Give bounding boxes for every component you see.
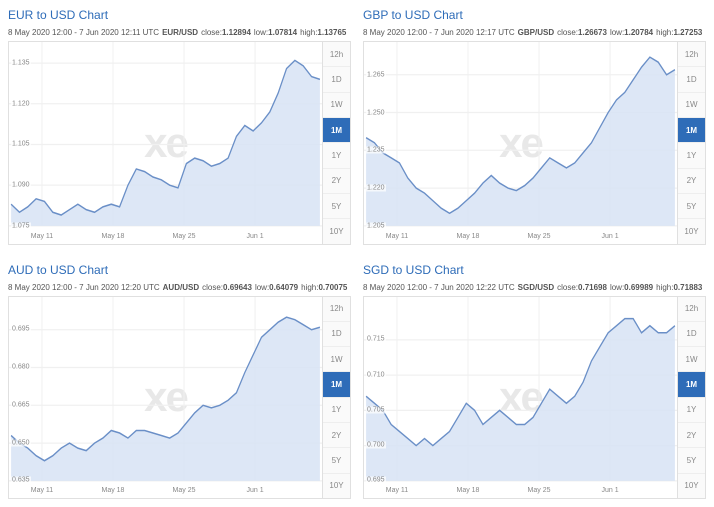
chart-meta: 8 May 2020 12:00 - 7 Jun 2020 12:17 UTCG…: [363, 28, 706, 37]
range-selector: 12h1D1W1M1Y2Y5Y10Y: [677, 42, 705, 244]
range-btn-12h[interactable]: 12h: [323, 42, 350, 67]
range-btn-12h[interactable]: 12h: [678, 42, 705, 67]
range-btn-1y[interactable]: 1Y: [678, 398, 705, 423]
plot-svg: [364, 42, 677, 244]
chart-body: xe1.2051.2201.2351.2501.265May 11May 18M…: [363, 41, 706, 245]
chart-panel-aud: AUD to USD Chart 8 May 2020 12:00 - 7 Jun…: [8, 263, 351, 500]
range-btn-2y[interactable]: 2Y: [323, 423, 350, 448]
range-btn-1w[interactable]: 1W: [678, 347, 705, 372]
close-label: close:0.71698: [557, 283, 607, 292]
low-label: low:0.64079: [255, 283, 298, 292]
plot-area[interactable]: xe0.6350.6500.6650.6800.695May 11May 18M…: [9, 297, 322, 499]
plot-svg: [364, 297, 677, 499]
chart-body: xe0.6350.6500.6650.6800.695May 11May 18M…: [8, 296, 351, 500]
high-label: high:1.27253: [656, 28, 702, 37]
chart-meta: 8 May 2020 12:00 - 7 Jun 2020 12:20 UTCA…: [8, 283, 351, 292]
range-btn-1m[interactable]: 1M: [323, 118, 350, 143]
range-selector: 12h1D1W1M1Y2Y5Y10Y: [322, 297, 350, 499]
range-btn-10y[interactable]: 10Y: [678, 219, 705, 243]
chart-title: GBP to USD Chart: [363, 8, 706, 22]
high-label: high:0.71883: [656, 283, 702, 292]
high-label: high:0.70075: [301, 283, 347, 292]
pair: AUD/USD: [163, 283, 199, 292]
range-btn-1d[interactable]: 1D: [678, 67, 705, 92]
chart-body: xe0.6950.7000.7050.7100.715May 11May 18M…: [363, 296, 706, 500]
plot-area[interactable]: xe0.6950.7000.7050.7100.715May 11May 18M…: [364, 297, 677, 499]
range-btn-1w[interactable]: 1W: [323, 93, 350, 118]
plot-area[interactable]: xe1.2051.2201.2351.2501.265May 11May 18M…: [364, 42, 677, 244]
close-label: close:0.69643: [202, 283, 252, 292]
range-btn-1y[interactable]: 1Y: [678, 143, 705, 168]
date-range: 8 May 2020 12:00 - 7 Jun 2020 12:20 UTC: [8, 283, 160, 292]
chart-panel-eur: EUR to USD Chart 8 May 2020 12:00 - 7 Jun…: [8, 8, 351, 245]
range-btn-12h[interactable]: 12h: [323, 297, 350, 322]
range-btn-1y[interactable]: 1Y: [323, 143, 350, 168]
close-label: close:1.26673: [557, 28, 607, 37]
range-btn-1w[interactable]: 1W: [323, 347, 350, 372]
chart-grid: EUR to USD Chart 8 May 2020 12:00 - 7 Jun…: [8, 8, 706, 499]
range-btn-2y[interactable]: 2Y: [678, 423, 705, 448]
low-label: low:0.69989: [610, 283, 653, 292]
plot-svg: [9, 297, 322, 499]
chart-title: EUR to USD Chart: [8, 8, 351, 22]
low-label: low:1.07814: [254, 28, 297, 37]
range-btn-5y[interactable]: 5Y: [323, 448, 350, 473]
range-selector: 12h1D1W1M1Y2Y5Y10Y: [322, 42, 350, 244]
range-btn-12h[interactable]: 12h: [678, 297, 705, 322]
range-btn-10y[interactable]: 10Y: [678, 474, 705, 498]
range-btn-5y[interactable]: 5Y: [323, 194, 350, 219]
low-label: low:1.20784: [610, 28, 653, 37]
range-btn-1d[interactable]: 1D: [678, 322, 705, 347]
chart-meta: 8 May 2020 12:00 - 7 Jun 2020 12:11 UTCE…: [8, 28, 351, 37]
chart-panel-gbp: GBP to USD Chart 8 May 2020 12:00 - 7 Jun…: [363, 8, 706, 245]
pair: SGD/USD: [518, 283, 554, 292]
range-btn-1y[interactable]: 1Y: [323, 398, 350, 423]
range-btn-5y[interactable]: 5Y: [678, 194, 705, 219]
plot-svg: [9, 42, 322, 244]
range-btn-2y[interactable]: 2Y: [678, 169, 705, 194]
range-btn-10y[interactable]: 10Y: [323, 219, 350, 243]
range-btn-5y[interactable]: 5Y: [678, 448, 705, 473]
range-btn-1m[interactable]: 1M: [678, 372, 705, 397]
chart-title: AUD to USD Chart: [8, 263, 351, 277]
chart-panel-sgd: SGD to USD Chart 8 May 2020 12:00 - 7 Jun…: [363, 263, 706, 500]
date-range: 8 May 2020 12:00 - 7 Jun 2020 12:17 UTC: [363, 28, 515, 37]
chart-title: SGD to USD Chart: [363, 263, 706, 277]
date-range: 8 May 2020 12:00 - 7 Jun 2020 12:22 UTC: [363, 283, 515, 292]
plot-area[interactable]: xe1.0751.0901.1051.1201.135May 11May 18M…: [9, 42, 322, 244]
range-btn-10y[interactable]: 10Y: [323, 474, 350, 498]
range-btn-1m[interactable]: 1M: [678, 118, 705, 143]
range-btn-1w[interactable]: 1W: [678, 93, 705, 118]
range-selector: 12h1D1W1M1Y2Y5Y10Y: [677, 297, 705, 499]
date-range: 8 May 2020 12:00 - 7 Jun 2020 12:11 UTC: [8, 28, 159, 37]
chart-body: xe1.0751.0901.1051.1201.135May 11May 18M…: [8, 41, 351, 245]
range-btn-1d[interactable]: 1D: [323, 67, 350, 92]
range-btn-1d[interactable]: 1D: [323, 322, 350, 347]
range-btn-1m[interactable]: 1M: [323, 372, 350, 397]
high-label: high:1.13765: [300, 28, 346, 37]
pair: GBP/USD: [518, 28, 554, 37]
close-label: close:1.12894: [201, 28, 251, 37]
chart-meta: 8 May 2020 12:00 - 7 Jun 2020 12:22 UTCS…: [363, 283, 706, 292]
pair: EUR/USD: [162, 28, 198, 37]
range-btn-2y[interactable]: 2Y: [323, 169, 350, 194]
